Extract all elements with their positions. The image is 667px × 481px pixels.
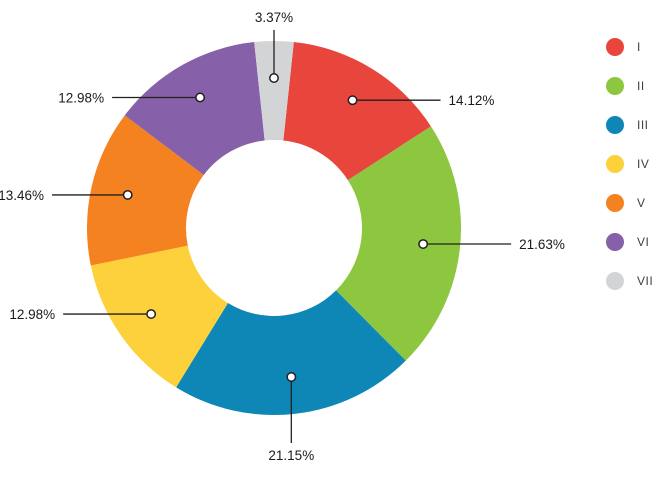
- legend-swatch: [606, 116, 624, 134]
- legend-item: I: [606, 38, 653, 56]
- legend-item: II: [606, 77, 653, 95]
- callout-dot-iv: [146, 309, 157, 319]
- legend-swatch: [606, 272, 624, 290]
- callout-dot-v: [122, 189, 133, 200]
- legend-label: VI: [637, 235, 650, 249]
- pie-slice-ii: [336, 126, 461, 361]
- pie-slice-vii: [254, 40, 294, 141]
- legend-swatch: [606, 38, 624, 56]
- legend-label: VII: [637, 274, 654, 288]
- legend-swatch: [606, 194, 624, 212]
- legend-item: V: [606, 194, 653, 212]
- legend-label: III: [637, 118, 649, 132]
- callout-dot-iii: [286, 372, 297, 382]
- slice-label-i: 14.12%: [449, 93, 495, 108]
- pie-slice-v: [87, 115, 204, 266]
- legend-label: II: [637, 79, 645, 93]
- legend-item: IV: [606, 155, 653, 173]
- pie-slice-iii: [176, 290, 406, 416]
- slice-label-ii: 21.63%: [519, 237, 565, 252]
- pie-slice-vi: [124, 42, 265, 175]
- slice-label-iv: 12.98%: [9, 307, 55, 322]
- callout-dot-vii: [269, 73, 279, 83]
- legend-item: VII: [606, 272, 653, 290]
- pie-slice-iv: [90, 245, 228, 388]
- pie-slice-i: [283, 42, 431, 181]
- slice-label-vi: 12.98%: [58, 90, 104, 105]
- legend-label: IV: [637, 157, 650, 171]
- callout-dot-i: [347, 95, 358, 106]
- legend-swatch: [606, 77, 624, 95]
- legend-item: VI: [606, 233, 653, 251]
- slice-label-iii: 21.15%: [268, 448, 314, 463]
- legend-swatch: [606, 155, 624, 173]
- chart-legend: I II III IV V VI VII: [606, 38, 653, 290]
- slice-label-v: 13.46%: [0, 188, 44, 203]
- callout-dot-ii: [418, 239, 429, 249]
- legend-label: V: [637, 196, 646, 210]
- legend-label: I: [637, 40, 641, 54]
- slice-label-vii: 3.37%: [255, 10, 293, 25]
- legend-swatch: [606, 233, 624, 251]
- callout-dot-vi: [195, 92, 206, 103]
- legend-item: III: [606, 116, 653, 134]
